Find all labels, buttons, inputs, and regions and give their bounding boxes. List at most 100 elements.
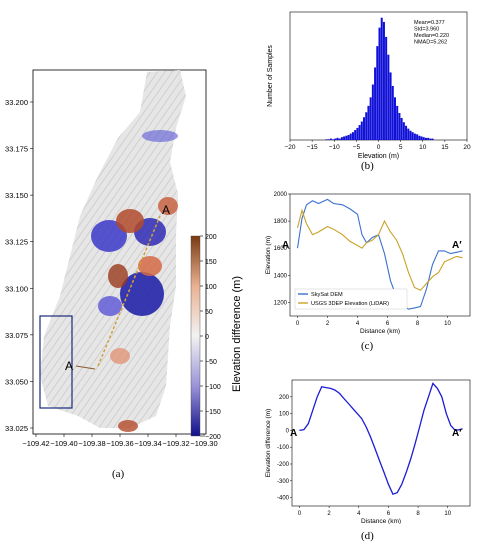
y-tick-label: 200: [279, 395, 290, 401]
y-tick-label: 1200: [274, 300, 288, 306]
hist-bar: [358, 125, 361, 140]
x-tick-label: 2: [326, 321, 330, 327]
hist-bar: [413, 133, 416, 140]
hist-bar: [409, 130, 412, 140]
series-line-0: [299, 382, 463, 496]
hist-bar: [325, 139, 328, 140]
positive-patch: [138, 256, 162, 276]
caption-b: (b): [361, 160, 374, 172]
positive-patch: [158, 197, 178, 215]
colorbar-tick-label: 150: [205, 259, 217, 266]
y-tick-label: 2000: [274, 192, 288, 198]
negative-patch: [120, 272, 164, 316]
hist-bar: [327, 139, 330, 140]
hist-bar: [420, 136, 423, 140]
y-tick-label: 33.125: [5, 238, 28, 247]
stats-text: NMAD=5.262: [414, 40, 447, 46]
annotation-arrow: [75, 365, 96, 370]
y-tick-label: 33.100: [5, 284, 28, 293]
negative-patch: [98, 296, 122, 316]
x-tick-label: −109.42: [22, 439, 49, 448]
positive-patch: [110, 348, 130, 364]
hist-bar: [393, 97, 396, 140]
y-tick-label: 1800: [274, 219, 288, 225]
hist-bar: [405, 125, 408, 140]
hist-bar: [387, 54, 390, 140]
elevation-profile-chart: 0 2 4 6 8 10 1200 1400 1600 1800 2000 Distance (km)…: [265, 192, 471, 335]
hist-bar: [360, 121, 363, 140]
hist-bar: [407, 128, 410, 140]
profile-start-label: A: [282, 240, 289, 251]
y-tick-label: 33.200: [5, 98, 28, 107]
x-axis-label: Distance (km): [361, 518, 401, 524]
hist-bar: [429, 138, 432, 140]
hist-bar: [367, 105, 370, 140]
x-tick-label: −109.30: [190, 439, 217, 448]
hist-bar: [427, 137, 430, 140]
negative-patch: [142, 130, 178, 142]
x-tick-label: 5: [399, 144, 403, 151]
map-y-ticks: 33.200 33.175 33.150 33.125 33.100 33.075 33.0…: [5, 98, 33, 433]
stats-text: Mean=0.377: [414, 20, 445, 26]
colorbar-label: Elevation difference (m): [231, 276, 243, 392]
y-tick-label: 1400: [274, 273, 288, 279]
panel-a: A A 33.200 33.175 33.150 33.125 33.100 33.075…: [0, 66, 260, 490]
hist-bar: [343, 136, 346, 140]
caption-c: (c): [361, 340, 374, 352]
x-tick-label: 10: [444, 321, 451, 327]
x-tick-label: −5: [353, 144, 361, 151]
stats-text: Std=3.960: [414, 27, 439, 33]
legend-box: [294, 288, 408, 310]
hist-bar: [356, 127, 359, 140]
negative-patch: [91, 220, 127, 252]
hist-bar: [345, 135, 348, 140]
profile-end-label: A′: [452, 240, 462, 251]
hist-bar: [334, 138, 337, 140]
x-tick-label: 0: [298, 511, 302, 517]
map-annotation-a-top: A: [162, 203, 170, 217]
legend-label: USGS 3DEP Elevation (LiDAR): [311, 301, 389, 307]
x-tick-label: −109.32: [162, 439, 189, 448]
hist-bar: [418, 135, 421, 140]
hist-bar: [391, 85, 394, 140]
map-x-ticks: −109.42 −109.40 −109.38 −109.36 −109.34 −109.…: [22, 434, 218, 448]
map-annotation-a-bottom: A: [65, 359, 73, 373]
plot-frame: [289, 193, 471, 317]
y-tick-label: 33.025: [5, 424, 28, 433]
y-tick-label: -400: [277, 496, 290, 502]
hist-bar: [422, 137, 425, 140]
x-tick-label: 20: [463, 144, 471, 151]
hist-bar: [369, 97, 372, 140]
plot-frame: [291, 379, 471, 507]
positive-patch: [108, 264, 128, 288]
y-axis-label: Elevation difference (m): [265, 409, 272, 478]
hist-bar: [380, 17, 383, 140]
colorbar-tick-label: 50: [205, 309, 213, 316]
series-line-0: [296, 198, 463, 310]
hist-bar: [402, 122, 405, 140]
hist-bar: [347, 135, 350, 140]
hist-bar: [385, 36, 388, 141]
hist-bar: [363, 117, 366, 140]
colorbar-tick-label: −200: [205, 434, 221, 441]
colorbar: [190, 235, 201, 437]
hist-bar: [332, 139, 335, 140]
hist-bar: [411, 132, 414, 140]
hist-bar: [340, 137, 343, 140]
x-tick-label: 6: [386, 321, 390, 327]
elevation-difference-map: A A 33.200 33.175 33.150 33.125 33.100 33.075…: [5, 69, 243, 448]
profile-start-label: A: [290, 428, 297, 439]
hist-bar: [431, 138, 434, 140]
y-tick-label: 33.150: [5, 191, 28, 200]
x-tick-label: −109.40: [50, 439, 77, 448]
series-line-1: [296, 208, 463, 291]
x-tick-label: 6: [387, 511, 391, 517]
panel-c: 0 2 4 6 8 10 1200 1400 1600 1800 2000 Distance (km)…: [262, 186, 474, 358]
x-tick-label: 0: [296, 321, 300, 327]
y-tick-label: 33.075: [5, 331, 28, 340]
profile-end-label: A′: [452, 428, 462, 439]
hist-bar: [371, 84, 374, 140]
y-tick-label: -100: [277, 445, 290, 451]
y-axis-label: Number of Samples: [267, 45, 274, 107]
positive-patch: [118, 420, 138, 432]
